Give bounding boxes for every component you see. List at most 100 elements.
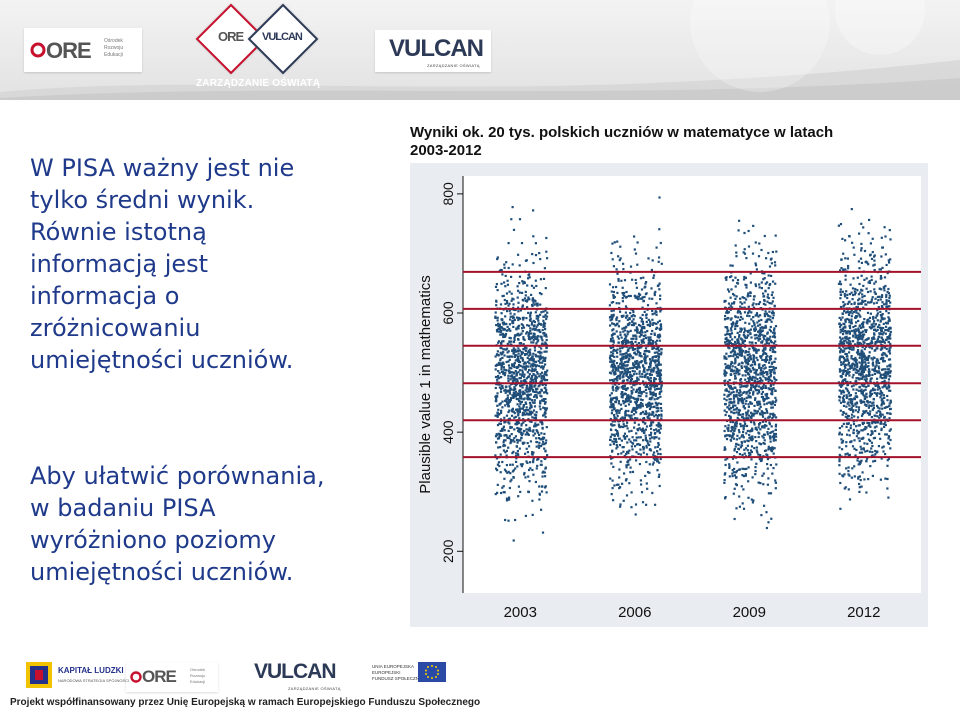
data-point-2012 [868,355,871,358]
data-point-2012 [858,356,861,359]
data-point-2009 [743,407,747,410]
data-point-2006 [639,448,642,451]
data-point-2006 [611,366,614,369]
data-point-2012 [844,257,847,260]
data-point-2003 [496,289,499,292]
data-point-2009 [735,476,738,479]
data-point-2012 [840,392,843,395]
data-point-2012 [873,426,876,429]
data-point-2006 [613,359,616,362]
data-point-2003 [507,429,510,432]
data-point-2009 [748,373,751,376]
data-point-2012 [884,353,887,356]
data-point-2012 [861,293,864,296]
data-point-2006 [625,290,628,294]
data-point-2006 [615,317,618,320]
data-point-2009 [723,481,726,484]
data-point-2003 [545,338,548,342]
data-point-2012 [843,340,846,343]
data-point-2003 [516,296,519,299]
data-point-2006 [609,360,612,363]
data-point-2006 [649,384,652,387]
data-point-2012 [883,379,886,382]
data-point-2009 [772,434,775,437]
data-point-2012 [846,417,849,420]
data-point-2006 [612,379,615,383]
data-point-2009 [743,440,747,443]
data-point-2003 [524,345,527,348]
data-point-2006 [614,396,617,399]
data-point-2009 [735,355,738,358]
data-point-2003 [504,404,507,407]
data-point-2012 [887,358,891,361]
data-point-2009 [768,265,772,268]
data-point-2009 [757,380,760,383]
data-point-2009 [738,362,741,365]
data-point-2006 [657,396,660,400]
data-point-2009 [770,320,773,323]
data-point-2003 [534,374,537,377]
data-point-2006 [625,364,628,367]
data-point-2006 [660,348,663,351]
data-point-2009 [736,331,739,334]
data-point-2009 [753,421,756,424]
data-point-2012 [861,289,864,292]
data-point-2012 [880,288,883,291]
data-point-2003 [503,434,506,437]
data-point-2012 [855,377,858,380]
data-point-2012 [860,261,863,264]
data-point-2003 [526,365,529,368]
data-point-2006 [649,448,652,451]
data-point-2006 [618,320,621,323]
data-point-2012 [838,389,841,392]
data-point-2003 [528,393,531,396]
data-point-2003 [511,355,514,358]
data-point-2003 [500,269,503,272]
data-point-2009 [764,360,767,363]
data-point-2009 [767,297,770,300]
data-point-2009 [730,426,733,429]
data-point-2003 [496,424,500,427]
data-point-2006 [648,407,652,411]
data-point-2012 [880,399,883,402]
data-point-2012 [854,361,858,364]
data-point-2012 [881,413,884,416]
data-point-2009 [770,425,773,428]
data-point-2012 [862,352,865,355]
data-point-2012 [883,385,886,388]
data-point-2012 [858,309,861,312]
data-point-2003 [504,439,507,442]
data-point-2006 [639,395,642,398]
data-point-2009 [742,341,745,344]
data-point-2012 [844,486,847,489]
data-point-2006 [612,499,615,502]
data-point-2009 [756,349,759,352]
data-point-2006 [625,370,628,373]
data-point-2003 [518,447,521,450]
data-point-2006 [639,436,642,439]
data-point-2003 [521,351,524,354]
data-point-2003 [517,358,520,361]
data-point-2012 [856,416,860,419]
data-point-2009 [740,315,743,318]
data-point-2009 [734,244,737,247]
data-point-2003 [509,425,512,428]
data-point-2009 [732,411,735,414]
data-point-2006 [654,413,657,416]
data-point-2006 [634,513,637,516]
data-point-2003 [530,384,533,387]
data-point-2009 [739,312,742,315]
data-point-2012 [868,422,871,425]
data-point-2006 [628,438,631,441]
data-point-2009 [731,405,735,409]
data-point-2009 [733,386,736,389]
data-point-2006 [609,477,612,480]
data-point-2012 [868,368,871,371]
data-point-2009 [761,420,765,423]
data-point-2003 [519,373,522,376]
data-point-2003 [505,400,508,403]
data-point-2006 [634,294,637,297]
data-point-2003 [499,453,502,456]
data-point-2012 [868,301,871,304]
data-point-2009 [766,433,769,436]
